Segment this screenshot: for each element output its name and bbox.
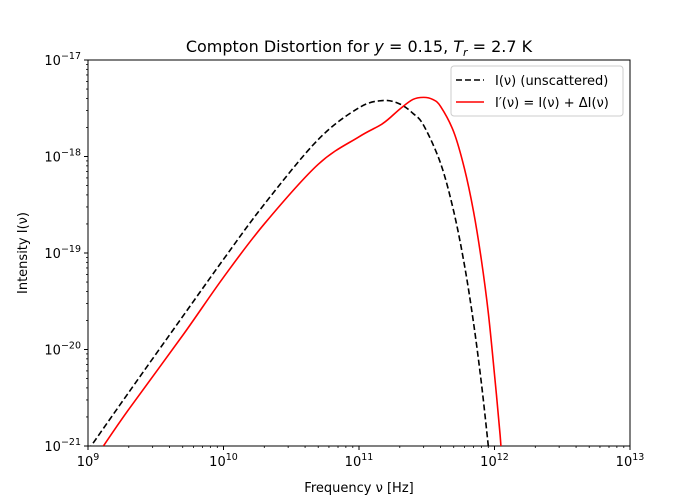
y-axis-label: Intensity I(ν) bbox=[16, 212, 31, 294]
series-line-unscattered bbox=[90, 99, 490, 446]
x-tick-label-0: 109 bbox=[77, 452, 100, 470]
y-tick-label-1: 10−20 bbox=[44, 341, 81, 359]
legend-label-unscattered: I(ν) (unscattered) bbox=[495, 74, 608, 89]
legend-box bbox=[450, 65, 624, 117]
x-tick-label-3: 1012 bbox=[480, 452, 509, 470]
series-lines bbox=[90, 96, 502, 446]
legend-label-scattered: I′(ν) = I(ν) + ΔI(ν) bbox=[495, 96, 609, 111]
y-tick-label-0: 10−21 bbox=[44, 437, 81, 455]
chart-title: Compton Distortion for y = 0.15, Tr = 2.… bbox=[186, 37, 533, 59]
series-line-scattered bbox=[102, 96, 502, 446]
x-tick-label-4: 1013 bbox=[616, 452, 645, 470]
plot-area bbox=[87, 59, 631, 447]
x-tick-label-1: 1010 bbox=[209, 452, 238, 470]
x-tick-label-2: 1011 bbox=[345, 452, 374, 470]
y-tick-label-4: 10−17 bbox=[44, 51, 81, 69]
ticks: 109 1010 1011 1012 1013 10−21 10−20 10−19 10−18 1… bbox=[44, 51, 644, 470]
legend: I(ν) (unscattered) I′(ν) = I(ν) + ΔI(ν) bbox=[450, 65, 624, 117]
y-tick-label-2: 10−19 bbox=[44, 244, 81, 262]
y-tick-label-3: 10−18 bbox=[44, 148, 81, 166]
x-axis-label: Frequency ν [Hz] bbox=[304, 481, 413, 496]
